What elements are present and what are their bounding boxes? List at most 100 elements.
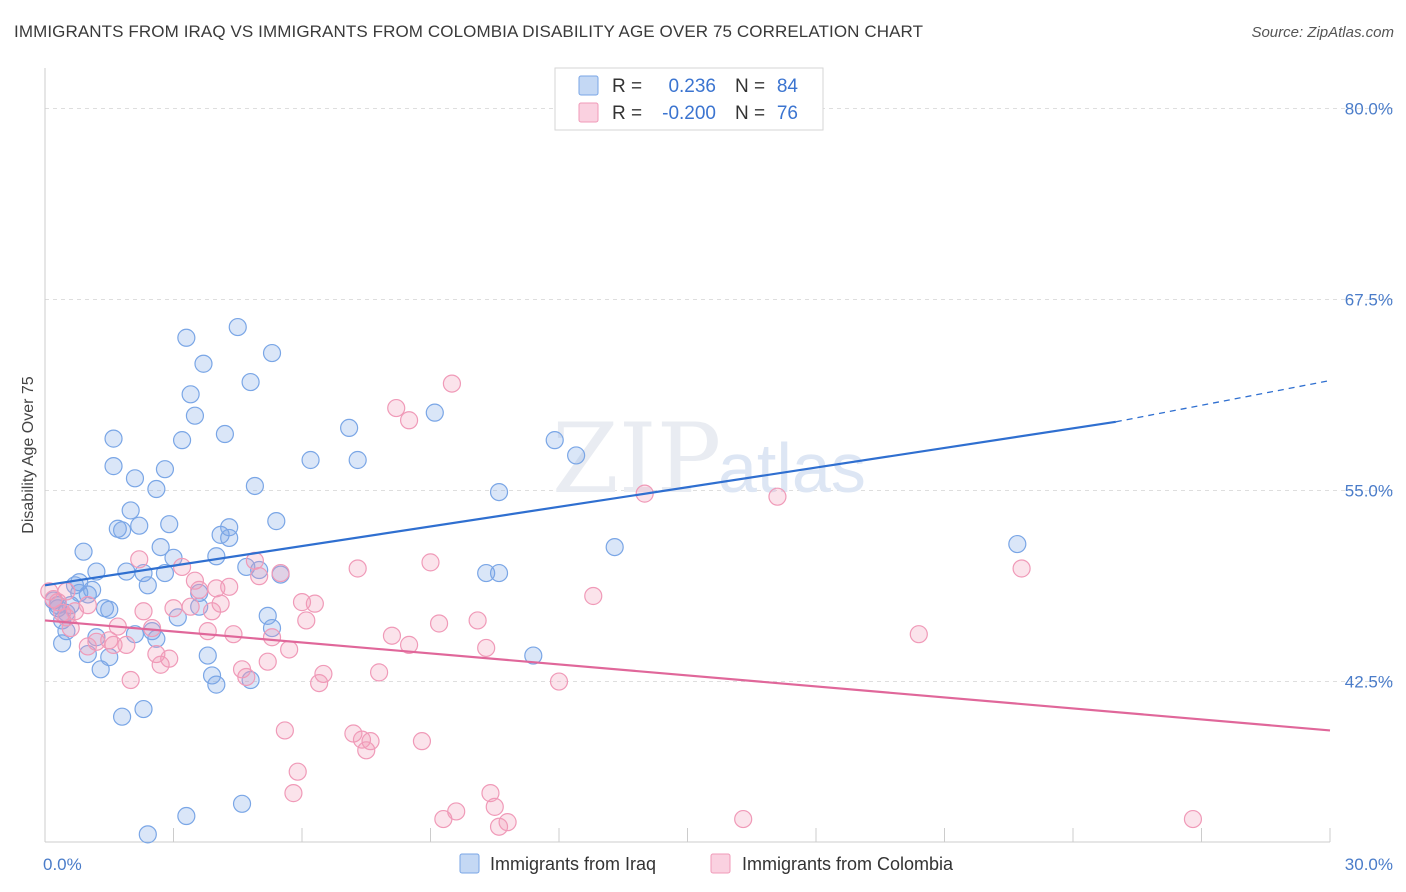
data-point	[262, 618, 282, 638]
legend-n-label-iraq: N =	[735, 76, 765, 97]
gridlines	[45, 108, 1395, 683]
data-point	[262, 628, 282, 647]
data-point	[117, 635, 136, 654]
data-point	[134, 602, 153, 621]
data-point	[442, 374, 462, 393]
data-point	[348, 450, 367, 470]
series-points-0	[44, 317, 1027, 844]
data-point	[250, 560, 269, 580]
data-point	[78, 596, 97, 615]
data-point	[181, 385, 200, 404]
data-point	[57, 582, 76, 601]
data-point	[284, 784, 303, 803]
data-point	[447, 802, 466, 821]
y-tick-label-2: 55.0%	[1345, 482, 1393, 501]
data-point	[104, 457, 123, 476]
data-point	[198, 622, 217, 641]
data-point	[125, 469, 145, 488]
data-point	[151, 537, 170, 557]
data-point	[262, 343, 282, 363]
data-point	[83, 580, 102, 599]
data-point	[104, 429, 123, 448]
data-point	[220, 577, 239, 596]
legend-box: R = 0.236 N = 84 R = -0.200 N = 76	[554, 67, 824, 131]
data-point	[305, 594, 324, 613]
axes	[44, 68, 1331, 843]
data-point	[297, 611, 316, 630]
trend-line-1	[44, 619, 1331, 732]
data-point	[168, 608, 187, 627]
data-point	[181, 597, 200, 616]
data-point	[258, 652, 277, 671]
data-point	[232, 794, 252, 813]
data-point	[340, 418, 359, 438]
data-point	[1183, 809, 1203, 829]
data-point	[489, 482, 509, 502]
data-point	[78, 637, 97, 656]
data-point	[567, 446, 586, 465]
watermark-atlas: atlas	[718, 429, 866, 507]
data-point	[370, 663, 389, 682]
data-point	[429, 614, 449, 633]
data-point	[160, 515, 179, 534]
data-point	[138, 576, 157, 595]
data-point	[1008, 534, 1027, 554]
data-point	[138, 825, 157, 844]
legend-swatch-iraq	[578, 75, 599, 96]
bottom-legend-label-iraq: Immigrants from Iraq	[490, 854, 656, 874]
data-point	[155, 460, 175, 479]
data-point	[134, 699, 153, 719]
data-point	[421, 553, 440, 572]
data-point	[241, 372, 260, 392]
data-point	[147, 479, 166, 499]
data-point	[768, 487, 787, 506]
data-point	[74, 542, 93, 561]
data-point	[399, 635, 419, 654]
series-points-1	[40, 374, 1203, 836]
data-point	[357, 741, 376, 760]
data-point	[361, 732, 380, 751]
y-tick-label-0: 80.0%	[1345, 100, 1393, 119]
y-tick-label-1: 67.5%	[1345, 291, 1393, 310]
data-point	[172, 557, 192, 577]
data-point	[412, 732, 432, 751]
data-point	[220, 518, 239, 537]
x-tick-label-0: 0.0%	[43, 855, 82, 874]
source-label: Source: ZipAtlas.com	[1251, 24, 1394, 41]
data-point	[121, 501, 140, 520]
legend-n-value-iraq: 84	[777, 76, 799, 97]
data-point	[121, 670, 140, 690]
data-point	[301, 450, 320, 470]
y-tick-labels: 80.0% 67.5% 55.0% 42.5%	[1345, 100, 1393, 692]
x-tick-label-1: 30.0%	[1345, 855, 1393, 874]
data-point	[104, 635, 123, 654]
data-point	[280, 640, 299, 659]
data-point	[211, 594, 230, 613]
data-point	[275, 721, 294, 740]
data-point	[267, 512, 286, 531]
data-point	[485, 797, 504, 816]
trend-lines	[44, 379, 1331, 732]
legend-swatch-colombia	[578, 102, 599, 123]
data-point	[172, 431, 192, 450]
x-tick-labels: 0.0% 30.0%	[43, 855, 1393, 874]
data-point	[909, 625, 928, 644]
data-point	[112, 707, 132, 726]
data-point	[202, 666, 222, 685]
legend-n-value-colombia: 76	[777, 103, 798, 124]
data-point	[348, 559, 367, 578]
legend-frame	[554, 67, 824, 131]
data-point	[310, 673, 329, 693]
data-point	[215, 424, 234, 444]
data-point	[164, 599, 183, 618]
data-point	[477, 563, 496, 583]
data-point	[1012, 559, 1031, 578]
data-point	[190, 580, 209, 599]
data-point	[112, 521, 132, 540]
legend-r-value-colombia: -0.200	[662, 103, 716, 124]
bottom-legend-label-colombia: Immigrants from Colombia	[742, 854, 954, 874]
bottom-legend-swatch-iraq	[459, 853, 480, 874]
data-point	[237, 667, 256, 687]
trend-line-extension-0	[1115, 379, 1331, 423]
